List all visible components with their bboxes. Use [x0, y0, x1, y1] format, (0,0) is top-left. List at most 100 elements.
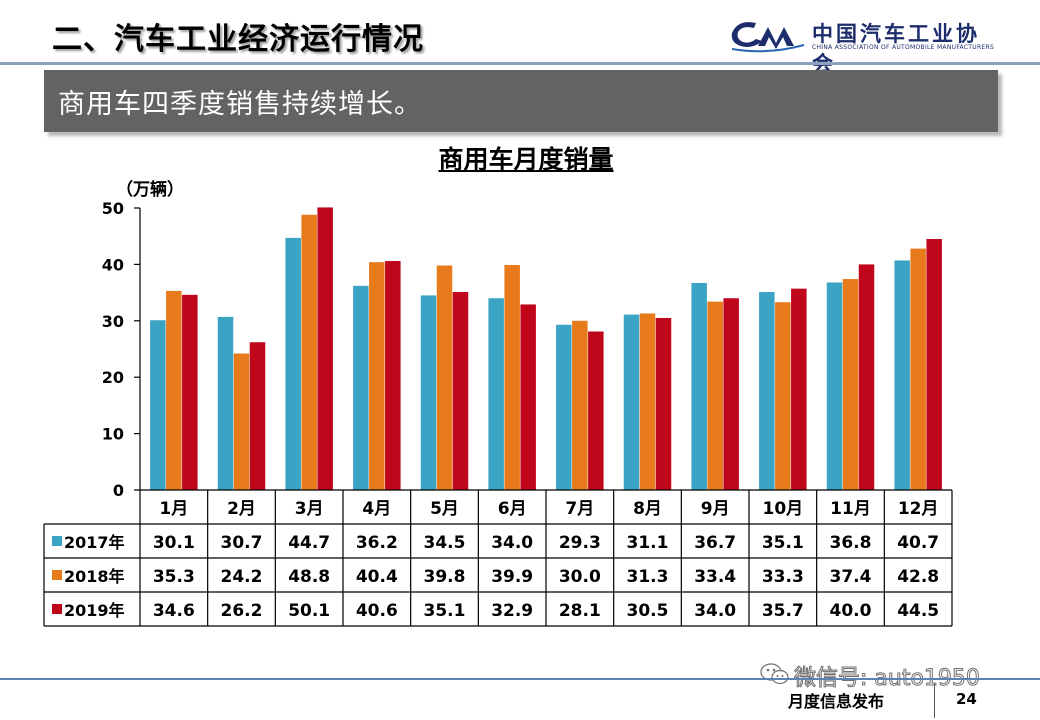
bar — [858, 264, 875, 490]
data-table-value: 31.3 — [627, 567, 669, 587]
data-table-value: 34.0 — [694, 601, 736, 621]
y-tick-label: 10 — [102, 425, 124, 444]
page-number: 24 — [956, 690, 977, 708]
bar — [369, 262, 385, 490]
data-table-value: 32.9 — [491, 601, 533, 621]
x-category-label: 7月 — [565, 499, 594, 519]
data-table-value: 44.7 — [288, 533, 330, 553]
footer-separator — [934, 684, 935, 718]
data-table-value: 34.0 — [491, 533, 533, 553]
data-table-value: 40.7 — [897, 533, 939, 553]
legend-swatch — [52, 604, 62, 614]
bar — [301, 214, 317, 490]
bar — [285, 237, 301, 490]
data-table-value: 42.8 — [897, 567, 939, 587]
x-category-label: 6月 — [498, 499, 527, 519]
data-table-value: 30.7 — [221, 533, 263, 553]
bar — [249, 342, 266, 490]
bar — [420, 295, 437, 490]
legend-swatch — [52, 570, 62, 580]
data-table-value: 26.2 — [221, 601, 263, 621]
bar — [385, 261, 401, 490]
bar — [926, 239, 942, 490]
bar — [639, 313, 656, 490]
data-table-value: 39.9 — [491, 567, 533, 587]
y-tick-label: 30 — [102, 312, 124, 331]
y-axis-unit-label: （万辆） — [116, 179, 184, 200]
data-table-value: 35.1 — [762, 533, 804, 553]
bar — [452, 292, 469, 490]
header-divider — [0, 62, 1040, 65]
bar — [150, 320, 166, 490]
x-category-label: 5月 — [430, 499, 459, 519]
data-table-value: 33.3 — [762, 567, 804, 587]
footer-label: 月度信息发布 — [788, 692, 885, 711]
data-table-value: 36.7 — [694, 533, 736, 553]
data-table-value: 40.6 — [356, 601, 398, 621]
data-table-value: 30.1 — [153, 533, 195, 553]
bar — [723, 298, 739, 490]
bar — [504, 264, 520, 490]
bar — [488, 298, 504, 490]
legend-series-name: 2017年 — [64, 533, 125, 552]
bar — [572, 320, 588, 490]
bar — [317, 207, 333, 490]
legend-series-name: 2018年 — [64, 567, 125, 586]
bar — [217, 316, 234, 490]
data-table-value: 33.4 — [694, 567, 736, 587]
legend-series-name: 2019年 — [64, 601, 125, 620]
data-table-value: 24.2 — [221, 567, 263, 587]
headline-banner: 商用车四季度销售持续增长。 — [44, 70, 998, 132]
bar — [436, 265, 453, 490]
bar — [655, 317, 672, 490]
chart-title: 商用车月度销量 — [438, 145, 614, 174]
data-table-value: 48.8 — [288, 567, 330, 587]
bar — [842, 279, 859, 490]
bar — [182, 294, 198, 490]
bar — [588, 331, 604, 490]
data-table-value: 40.0 — [830, 601, 872, 621]
bar — [791, 288, 807, 490]
x-category-label: 4月 — [362, 499, 391, 519]
bar — [166, 290, 182, 490]
footer-divider-line — [0, 678, 1040, 680]
x-category-label: 10月 — [762, 499, 803, 519]
page-title: 二、汽车工业经济运行情况 — [52, 22, 424, 57]
bar — [707, 301, 723, 490]
x-category-label: 12月 — [898, 499, 939, 519]
data-table-value: 44.5 — [897, 601, 939, 621]
x-category-label: 3月 — [295, 499, 324, 519]
data-table-value: 28.1 — [559, 601, 601, 621]
data-table-value: 40.4 — [356, 567, 398, 587]
y-tick-label: 20 — [102, 368, 124, 387]
bar — [775, 302, 791, 490]
bar — [520, 304, 536, 490]
y-tick-label: 40 — [102, 255, 124, 274]
data-table-value: 35.3 — [153, 567, 195, 587]
data-table-value: 35.1 — [424, 601, 466, 621]
data-table-value: 30.5 — [627, 601, 669, 621]
x-category-label: 2月 — [227, 499, 256, 519]
data-table-value: 39.8 — [424, 567, 466, 587]
x-category-label: 1月 — [159, 499, 188, 519]
y-tick-label: 0 — [113, 481, 124, 500]
data-table-value: 37.4 — [830, 567, 872, 587]
data-table-value: 50.1 — [288, 601, 330, 621]
y-tick-label: 50 — [102, 199, 124, 218]
logo-english-name: CHINA ASSOCIATION OF AUTOMOBILE MANUFACT… — [812, 44, 995, 51]
data-table-value: 36.8 — [830, 533, 872, 553]
bar — [910, 248, 926, 490]
x-category-label: 9月 — [701, 499, 730, 519]
headline-text: 商用车四季度销售持续增长。 — [58, 89, 422, 120]
data-table-value: 34.6 — [153, 601, 195, 621]
data-table-value: 31.1 — [627, 533, 669, 553]
bar — [233, 353, 250, 490]
legend-swatch — [52, 536, 62, 546]
data-table-value: 30.0 — [559, 567, 601, 587]
bar — [759, 292, 775, 490]
x-category-label: 8月 — [633, 499, 662, 519]
bar — [556, 324, 572, 490]
data-table-value: 34.5 — [424, 533, 466, 553]
bar — [826, 282, 843, 490]
